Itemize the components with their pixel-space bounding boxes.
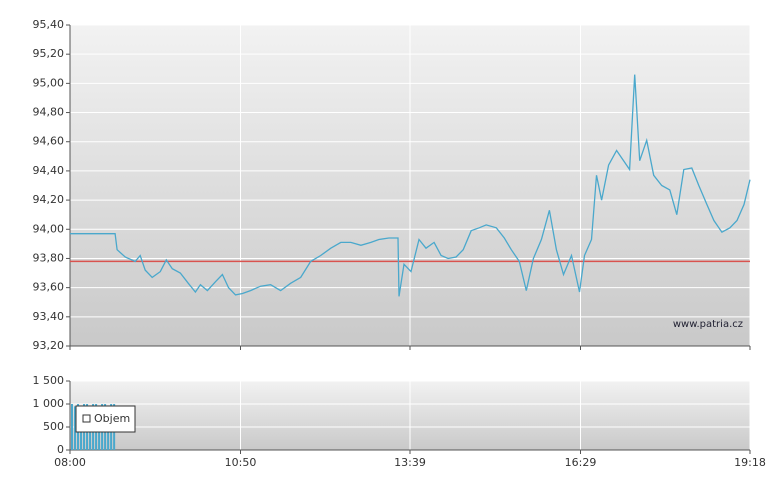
y-tick-label: 94,40 bbox=[33, 164, 65, 177]
y-tick-label: 93,40 bbox=[33, 310, 65, 323]
y-tick-label: 94,60 bbox=[33, 135, 65, 148]
y-tick-label: 1 500 bbox=[33, 374, 65, 387]
legend: Objem bbox=[75, 405, 136, 433]
x-tick-label: 10:50 bbox=[225, 456, 257, 469]
y-tick-label: 94,80 bbox=[33, 106, 65, 119]
y-tick-label: 93,80 bbox=[33, 251, 65, 264]
y-tick-label: 1 000 bbox=[33, 397, 65, 410]
x-tick-label: 16:29 bbox=[565, 456, 597, 469]
volume-bar bbox=[74, 406, 77, 450]
y-tick-label: 0 bbox=[57, 443, 64, 456]
y-tick-label: 500 bbox=[43, 420, 64, 433]
y-tick-label: 94,00 bbox=[33, 222, 65, 235]
y-tick-label: 95,40 bbox=[33, 18, 65, 31]
x-tick-label: 13:39 bbox=[394, 456, 426, 469]
y-tick-label: 95,20 bbox=[33, 47, 65, 60]
volume-bar bbox=[71, 404, 74, 450]
y-tick-label: 94,20 bbox=[33, 193, 65, 206]
legend-swatch bbox=[82, 414, 91, 423]
y-tick-label: 93,20 bbox=[33, 339, 65, 352]
watermark: www.patria.cz bbox=[673, 319, 743, 330]
legend-label: Objem bbox=[94, 412, 130, 425]
x-tick-label: 08:00 bbox=[54, 456, 86, 469]
price-line bbox=[70, 74, 751, 297]
y-tick-label: 95,00 bbox=[33, 76, 65, 89]
y-tick-label: 93,60 bbox=[33, 281, 65, 294]
x-tick-label: 19:18 bbox=[734, 456, 766, 469]
